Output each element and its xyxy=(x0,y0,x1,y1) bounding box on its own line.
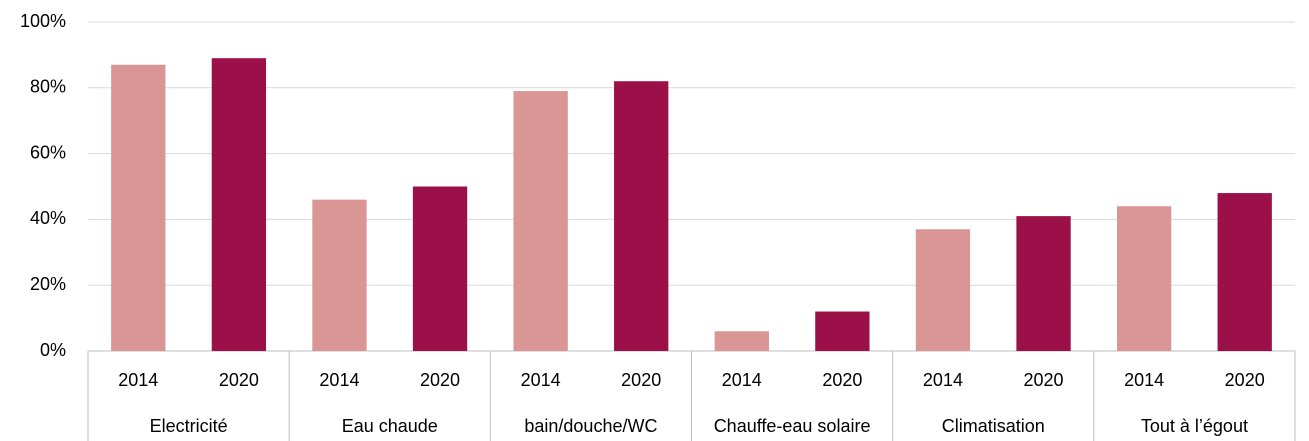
bar xyxy=(614,81,669,351)
y-tick-label: 60% xyxy=(30,142,66,162)
bar xyxy=(915,229,971,351)
x-group-label: Eau chaude xyxy=(342,416,438,436)
x-tick-label: 2014 xyxy=(722,370,762,390)
x-group-label: bain/douche/WC xyxy=(524,416,657,436)
x-tick-label: 2014 xyxy=(118,370,158,390)
y-tick-label: 100% xyxy=(20,11,66,31)
bar xyxy=(513,91,568,351)
x-tick-label: 2014 xyxy=(521,370,561,390)
bar xyxy=(312,199,367,351)
y-tick-label: 40% xyxy=(30,208,66,228)
y-tick-label: 20% xyxy=(30,274,66,294)
x-tick-label: 2014 xyxy=(1124,370,1164,390)
bar xyxy=(412,186,468,351)
bar xyxy=(111,64,166,352)
x-tick-label: 2020 xyxy=(1024,370,1064,390)
x-group-label: Chauffe-eau solaire xyxy=(714,416,871,436)
x-group-label: Tout à l’égout xyxy=(1141,416,1248,436)
x-tick-label: 2020 xyxy=(621,370,661,390)
bar xyxy=(1016,216,1071,351)
x-tick-label: 2020 xyxy=(822,370,862,390)
bar xyxy=(211,58,267,351)
y-tick-label: 0% xyxy=(40,340,66,360)
x-tick-label: 2020 xyxy=(420,370,460,390)
bar xyxy=(714,331,769,351)
bar xyxy=(1116,206,1172,351)
x-tick-label: 2020 xyxy=(1225,370,1265,390)
x-group-label: Electricité xyxy=(150,416,228,436)
x-tick-label: 2020 xyxy=(219,370,259,390)
y-tick-label: 80% xyxy=(30,77,66,97)
x-group-label: Climatisation xyxy=(942,416,1045,436)
bar xyxy=(1217,193,1272,351)
x-tick-label: 2014 xyxy=(923,370,963,390)
x-tick-label: 2014 xyxy=(319,370,359,390)
bar xyxy=(815,311,870,351)
